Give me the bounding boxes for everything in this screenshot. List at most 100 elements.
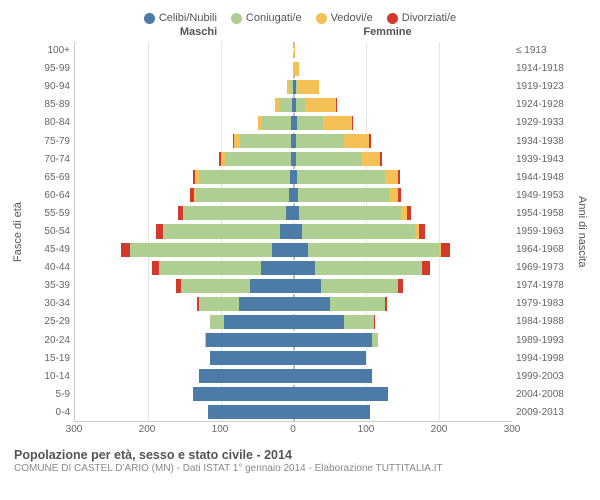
bar-segment (294, 333, 373, 347)
birth-label: 2009-2013 (516, 404, 574, 422)
age-label: 95-99 (26, 60, 70, 78)
age-label: 85-89 (26, 96, 70, 114)
female-bar (294, 206, 513, 220)
female-bar (294, 98, 513, 112)
bar-segment (240, 134, 291, 148)
legend-swatch (387, 13, 398, 24)
female-bar (294, 80, 513, 94)
bar-segment (296, 152, 362, 166)
male-bar (75, 351, 294, 365)
y-axis-title-left: Fasce di età (10, 42, 26, 422)
pyramid-chart: Fasce di età 100+95-9990-9485-8980-8475-… (10, 42, 590, 422)
bar-segment (294, 369, 373, 383)
bar-segment (422, 261, 429, 275)
bar-segment (302, 224, 415, 238)
birth-label: 1934-1938 (516, 132, 574, 150)
female-bar (294, 387, 513, 401)
birth-label: 1964-1968 (516, 241, 574, 259)
pyramid-row (75, 222, 512, 240)
male-bar (75, 134, 294, 148)
female-bar (294, 134, 513, 148)
male-bar (75, 297, 294, 311)
legend-item: Coniugati/e (231, 12, 302, 24)
bar-segment (294, 44, 295, 58)
female-bar (294, 297, 513, 311)
bar-segment (159, 261, 261, 275)
bar-segment (296, 98, 305, 112)
bar-segment (296, 134, 343, 148)
birth-label: 1989-1993 (516, 332, 574, 350)
female-bar (294, 62, 513, 76)
bar-segment (374, 315, 375, 329)
plot-area (74, 42, 512, 422)
pyramid-row (75, 277, 512, 295)
bar-segment (297, 170, 384, 184)
male-bar (75, 261, 294, 275)
pyramid-row (75, 349, 512, 367)
age-label: 65-69 (26, 169, 70, 187)
birth-label: 1949-1953 (516, 187, 574, 205)
female-bar (294, 351, 513, 365)
pyramid-row (75, 96, 512, 114)
age-label: 50-54 (26, 223, 70, 241)
bar-segment (330, 297, 385, 311)
female-bar (294, 405, 513, 419)
male-bar (75, 405, 294, 419)
bar-segment (372, 333, 378, 347)
age-label: 0-4 (26, 404, 70, 422)
female-bar (294, 333, 513, 347)
bar-segment (407, 206, 411, 220)
bar-segment (152, 261, 159, 275)
age-label: 60-64 (26, 187, 70, 205)
bar-segment (210, 315, 225, 329)
bar-segment (199, 297, 239, 311)
legend-swatch (316, 13, 327, 24)
pyramid-row (75, 385, 512, 403)
bar-segment (193, 387, 294, 401)
bar-segment (369, 134, 370, 148)
bar-segment (294, 279, 322, 293)
bar-segment (389, 188, 398, 202)
age-label: 80-84 (26, 114, 70, 132)
bar-segment (156, 224, 163, 238)
male-bar (75, 279, 294, 293)
pyramid-row (75, 313, 512, 331)
bar-segment (286, 206, 293, 220)
male-bar (75, 152, 294, 166)
age-label: 25-29 (26, 313, 70, 331)
male-bar (75, 44, 294, 58)
male-bar (75, 116, 294, 130)
male-bar (75, 315, 294, 329)
bar-segment (297, 116, 322, 130)
pyramid-row (75, 241, 512, 259)
bar-segment (385, 170, 398, 184)
bar-segment (385, 297, 387, 311)
pyramid-row (75, 367, 512, 385)
bar-segment (199, 170, 290, 184)
male-bar (75, 387, 294, 401)
legend-item: Divorziati/e (387, 12, 456, 24)
bar-segment (164, 224, 281, 238)
bar-segment (352, 116, 353, 130)
bar-segment (294, 224, 303, 238)
female-bar (294, 152, 513, 166)
bar-segment (262, 116, 291, 130)
age-label: 40-44 (26, 259, 70, 277)
male-bar (75, 80, 294, 94)
y-axis-left: 100+95-9990-9485-8980-8475-7970-7465-696… (26, 42, 74, 422)
age-label: 15-19 (26, 350, 70, 368)
age-label: 45-49 (26, 241, 70, 259)
birth-label: 1979-1983 (516, 295, 574, 313)
bar-segment (398, 170, 400, 184)
female-bar (294, 261, 513, 275)
bar-segment (184, 206, 286, 220)
bar-segment (130, 243, 272, 257)
male-bar (75, 243, 294, 257)
birth-label: 1914-1918 (516, 60, 574, 78)
bar-segment (206, 333, 293, 347)
legend-label: Coniugati/e (246, 12, 302, 24)
bar-segment (225, 152, 291, 166)
bar-segment (380, 152, 381, 166)
x-tick: 300 (66, 424, 83, 435)
bar-segment (239, 297, 294, 311)
